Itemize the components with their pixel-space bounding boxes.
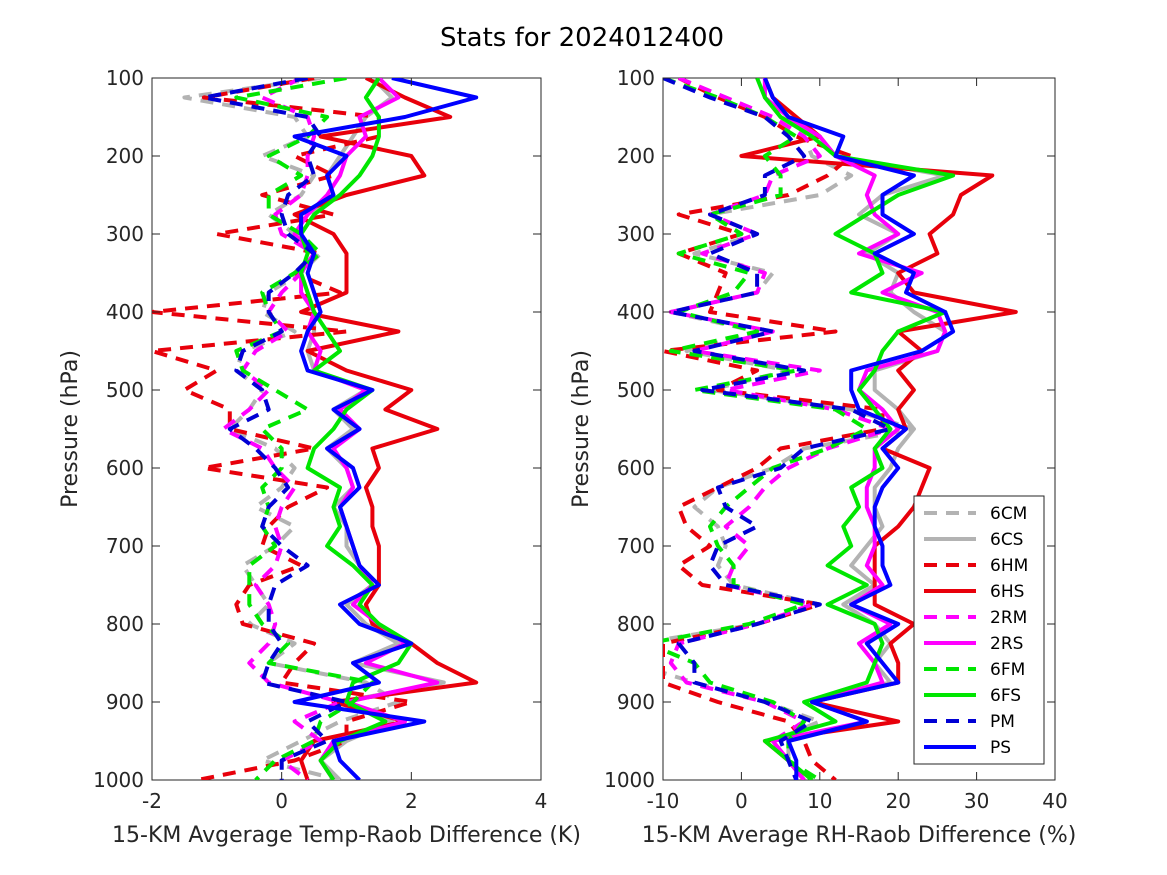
series-line-6fm xyxy=(234,78,375,780)
series-line-pm xyxy=(201,78,349,780)
legend-label-2rm: 2RM xyxy=(990,608,1027,628)
x-axis-label: 15-KM Average RH-Raob Difference (%) xyxy=(642,823,1077,848)
x-tick-label: 2 xyxy=(405,789,418,813)
series-line-6fs xyxy=(755,78,956,780)
y-tick-label: 300 xyxy=(617,222,655,246)
legend-label-6cs: 6CS xyxy=(990,530,1023,550)
x-tick-label: 10 xyxy=(807,789,832,813)
legend-label-2rs: 2RS xyxy=(990,634,1023,654)
x-tick-label: 4 xyxy=(535,789,548,813)
legend-label-6fs: 6FS xyxy=(990,686,1021,706)
y-tick-label: 600 xyxy=(106,456,144,480)
y-tick-label: 100 xyxy=(106,66,144,90)
y-tick-label: 100 xyxy=(617,66,655,90)
legend-label-ps: PS xyxy=(990,738,1011,758)
y-tick-label: 700 xyxy=(617,534,655,558)
figure-title: Stats for 2024012400 xyxy=(440,23,724,53)
series-line-2rm xyxy=(221,78,342,780)
y-tick-label: 900 xyxy=(106,690,144,714)
legend-box xyxy=(913,495,1045,765)
x-tick-label: 0 xyxy=(735,789,748,813)
y-tick-label: 800 xyxy=(106,612,144,636)
series-line-6fs xyxy=(299,78,414,780)
temp-difference-panel: 100 200 300 400 500 600 700 800 900 1000-2 0 2 4 15-K… xyxy=(58,66,581,848)
series-line-6hs xyxy=(292,78,479,780)
y-tick-label: 200 xyxy=(617,144,655,168)
x-tick-label: 20 xyxy=(885,789,910,813)
x-axis-label: 15-KM Avgerage Temp-Raob Difference (K) xyxy=(112,823,581,848)
y-tick-label: 1000 xyxy=(604,768,655,792)
y-tick-label: 700 xyxy=(106,534,144,558)
y-tick-label: 500 xyxy=(617,378,655,402)
series-group xyxy=(663,78,1018,780)
legend-label-pm: PM xyxy=(990,712,1015,732)
series-line-6cm xyxy=(182,78,401,780)
series-line-6hm xyxy=(663,78,885,780)
x-tick-label: -2 xyxy=(142,789,162,813)
y-tick-label: 400 xyxy=(617,300,655,324)
y-axis-label: Pressure (hPa) xyxy=(569,350,594,508)
y-tick-label: 800 xyxy=(617,612,655,636)
series-line-ps xyxy=(292,78,479,780)
legend-label-6hs: 6HS xyxy=(990,582,1024,602)
y-tick-label: 900 xyxy=(617,690,655,714)
series-group xyxy=(152,78,479,780)
y-tick-label: 400 xyxy=(106,300,144,324)
series-line-6hm xyxy=(152,78,414,780)
x-tick-label: 0 xyxy=(275,789,288,813)
plot-area xyxy=(151,77,542,781)
y-tick-label: 500 xyxy=(106,378,144,402)
legend-label-6cm: 6CM xyxy=(990,504,1027,524)
legend: 6CM 6CS 6HM 6HS 2RM 2RS 6FM 6FS PM PS xyxy=(913,495,1045,765)
y-tick-label: 600 xyxy=(617,456,655,480)
y-axis-label: Pressure (hPa) xyxy=(58,350,83,508)
x-tick-label: -10 xyxy=(647,789,680,813)
series-line-ps xyxy=(763,78,956,780)
y-tick-label: 1000 xyxy=(93,768,144,792)
y-tick-label: 200 xyxy=(106,144,144,168)
legend-label-6hm: 6HM xyxy=(990,556,1028,576)
x-tick-label: 40 xyxy=(1042,789,1067,813)
legend-label-6fm: 6FM xyxy=(990,660,1025,680)
y-tick-label: 300 xyxy=(106,222,144,246)
series-line-pm xyxy=(663,78,893,780)
x-tick-label: 30 xyxy=(964,789,989,813)
